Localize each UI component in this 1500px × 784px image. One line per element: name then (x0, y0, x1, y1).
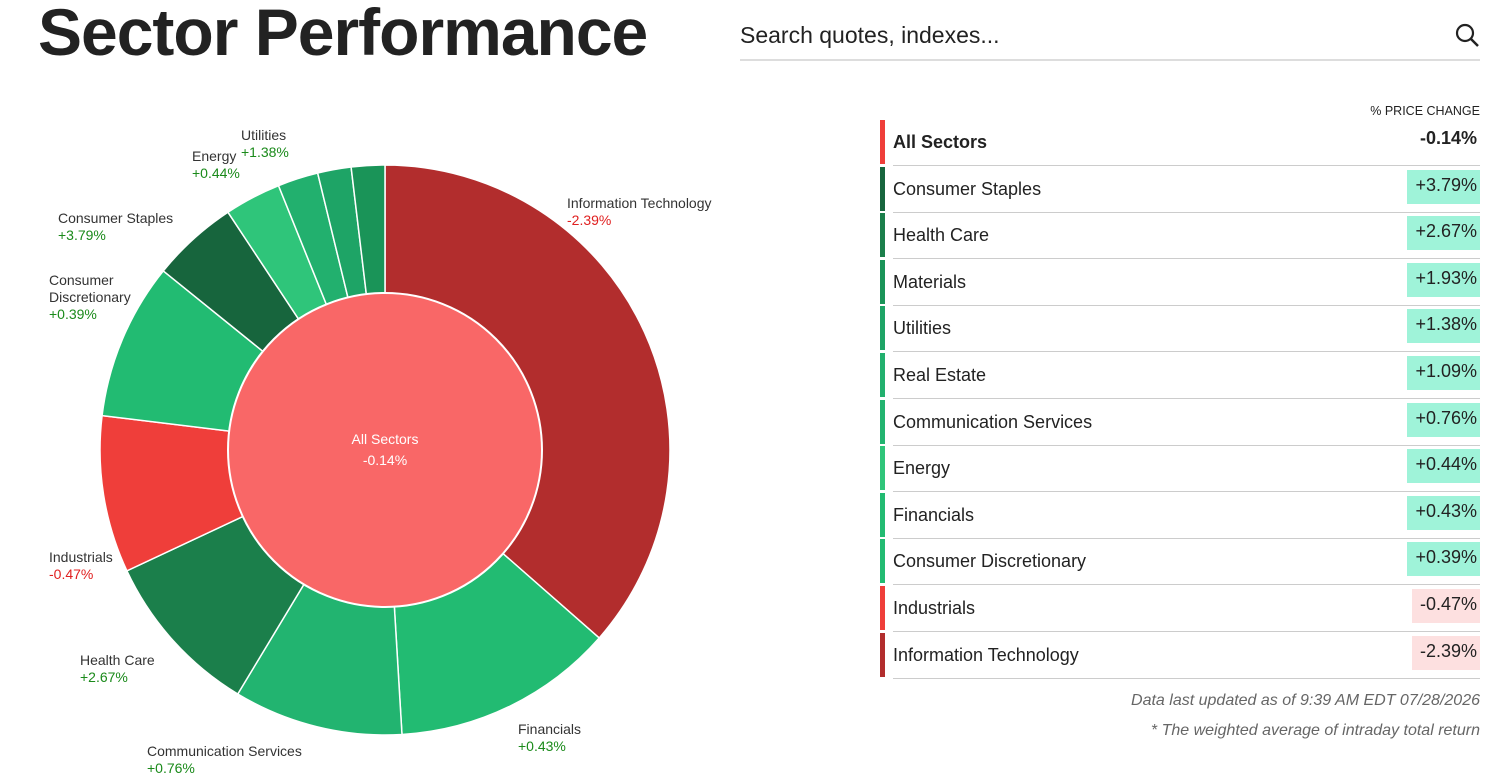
segment-label: Financials +0.43% (518, 721, 581, 755)
row-color-bar (880, 446, 885, 491)
row-change: +0.44% (1407, 449, 1480, 484)
row-name: All Sectors (893, 132, 988, 152)
segment-name: Utilities (241, 127, 287, 143)
segment-name: Health Care (80, 652, 155, 668)
row-color-bar (880, 259, 885, 304)
segment-change: +1.38% (241, 144, 289, 160)
segment-change: +0.44% (192, 165, 240, 181)
row-name: Industrials (893, 598, 976, 618)
segment-label: Energy +0.44% (192, 148, 240, 182)
row-change: -0.14% (1419, 128, 1477, 148)
segment-name: Financials (518, 721, 582, 737)
row-change: +1.09% (1407, 356, 1480, 390)
row-separator (893, 537, 1480, 539)
segment-name: Consumer Staples (58, 210, 174, 226)
row-change: +2.67% (1407, 216, 1480, 251)
table-row: Utilities +1.38% (880, 306, 1480, 353)
segment-change: +3.79% (58, 227, 106, 243)
center-circle (227, 292, 543, 608)
segment-change: +0.43% (518, 738, 566, 754)
row-separator (893, 304, 1480, 306)
table-row: All Sectors -0.14% (880, 120, 1480, 166)
segment-label: Industrials -0.47% (49, 549, 113, 583)
updated-note: Data last updated as of 9:39 AM EDT 07/2… (1131, 692, 1480, 709)
table-header: % PRICE CHANGE (1370, 104, 1480, 118)
segment-label: Health Care +2.67% (80, 652, 155, 686)
donut-chart: All Sectors -0.14% (99, 164, 671, 736)
segment-change: +0.76% (147, 760, 195, 776)
table-row: Real Estate +1.09% (880, 353, 1480, 399)
segment-name: Communication Services (147, 743, 302, 759)
search-box[interactable]: Search quotes, indexes... (740, 20, 1480, 61)
row-change: +1.93% (1407, 262, 1480, 297)
table-row: Communication Services +0.76% (880, 399, 1480, 446)
row-change: +1.38% (1407, 309, 1480, 344)
segment-label: Consumer Staples +3.79% (58, 210, 173, 244)
row-name: Consumer Staples (893, 178, 1042, 199)
row-separator (893, 491, 1480, 493)
row-change: +0.43% (1407, 495, 1480, 530)
table-row: Health Care +2.67% (880, 213, 1480, 260)
segment-label: Communication Services +0.76% (147, 743, 302, 777)
row-name: Financials (893, 504, 975, 525)
table-row: Information Technology -2.39% (880, 632, 1480, 679)
row-separator (893, 677, 1480, 679)
row-color-bar (880, 213, 885, 258)
row-change: +3.79% (1407, 169, 1480, 204)
row-color-bar (880, 353, 885, 397)
search-placeholder: Search quotes, indexes... (740, 22, 1000, 48)
row-name: Communication Services (893, 411, 1093, 432)
segment-label: Consumer Discretionary +0.39% (49, 272, 144, 323)
table-row: Materials +1.93% (880, 259, 1480, 306)
center-value: -0.14% (363, 452, 407, 468)
row-color-bar (880, 586, 885, 630)
row-color-bar (880, 539, 885, 584)
segment-name: Industrials (49, 549, 113, 565)
row-separator (893, 584, 1480, 586)
row-color-bar (880, 492, 885, 537)
row-name: Real Estate (893, 365, 987, 385)
row-color-bar (880, 120, 885, 164)
table-row: Energy +0.44% (880, 446, 1480, 493)
table-row: Consumer Staples +3.79% (880, 166, 1480, 213)
row-name: Utilities (893, 318, 952, 339)
segment-change: +0.39% (49, 306, 97, 322)
segment-label: Information Technology -2.39% (567, 195, 712, 229)
row-separator (893, 631, 1480, 632)
segment-change: -0.47% (49, 566, 94, 582)
row-separator (893, 165, 1480, 166)
row-separator (893, 398, 1480, 399)
page-title: Sector Performance (38, 0, 648, 69)
row-name: Consumer Discretionary (893, 551, 1087, 572)
row-change: -2.39% (1411, 635, 1480, 670)
segment-label: Utilities +1.38% (241, 127, 289, 161)
row-color-bar (880, 306, 885, 351)
segment-change: -2.39% (567, 212, 612, 228)
row-separator (893, 258, 1480, 260)
row-separator (893, 444, 1480, 446)
row-name: Information Technology (893, 644, 1079, 665)
row-name: Health Care (893, 225, 990, 246)
segment-change: +2.67% (80, 669, 128, 685)
segment-name: Energy (192, 148, 237, 164)
search-icon[interactable] (1454, 22, 1480, 48)
row-change: +0.76% (1407, 402, 1480, 437)
row-color-bar (880, 166, 885, 211)
segment-name: Consumer Discretionary (49, 272, 131, 305)
row-name: Energy (893, 458, 951, 479)
table-row: Consumer Discretionary +0.39% (880, 539, 1480, 586)
row-color-bar (880, 399, 885, 444)
row-change: -0.47% (1411, 589, 1480, 623)
row-change: +0.39% (1407, 542, 1480, 577)
center-label: All Sectors (352, 431, 419, 447)
row-separator (893, 351, 1480, 353)
segment-name: Information Technology (567, 195, 712, 211)
row-name: Materials (893, 271, 967, 292)
row-separator (893, 211, 1480, 213)
footnote: * The weighted average of intraday total… (1150, 722, 1480, 739)
row-color-bar (880, 632, 885, 677)
table-row: Industrials -0.47% (880, 586, 1480, 632)
table-row: Financials +0.43% (880, 492, 1480, 539)
